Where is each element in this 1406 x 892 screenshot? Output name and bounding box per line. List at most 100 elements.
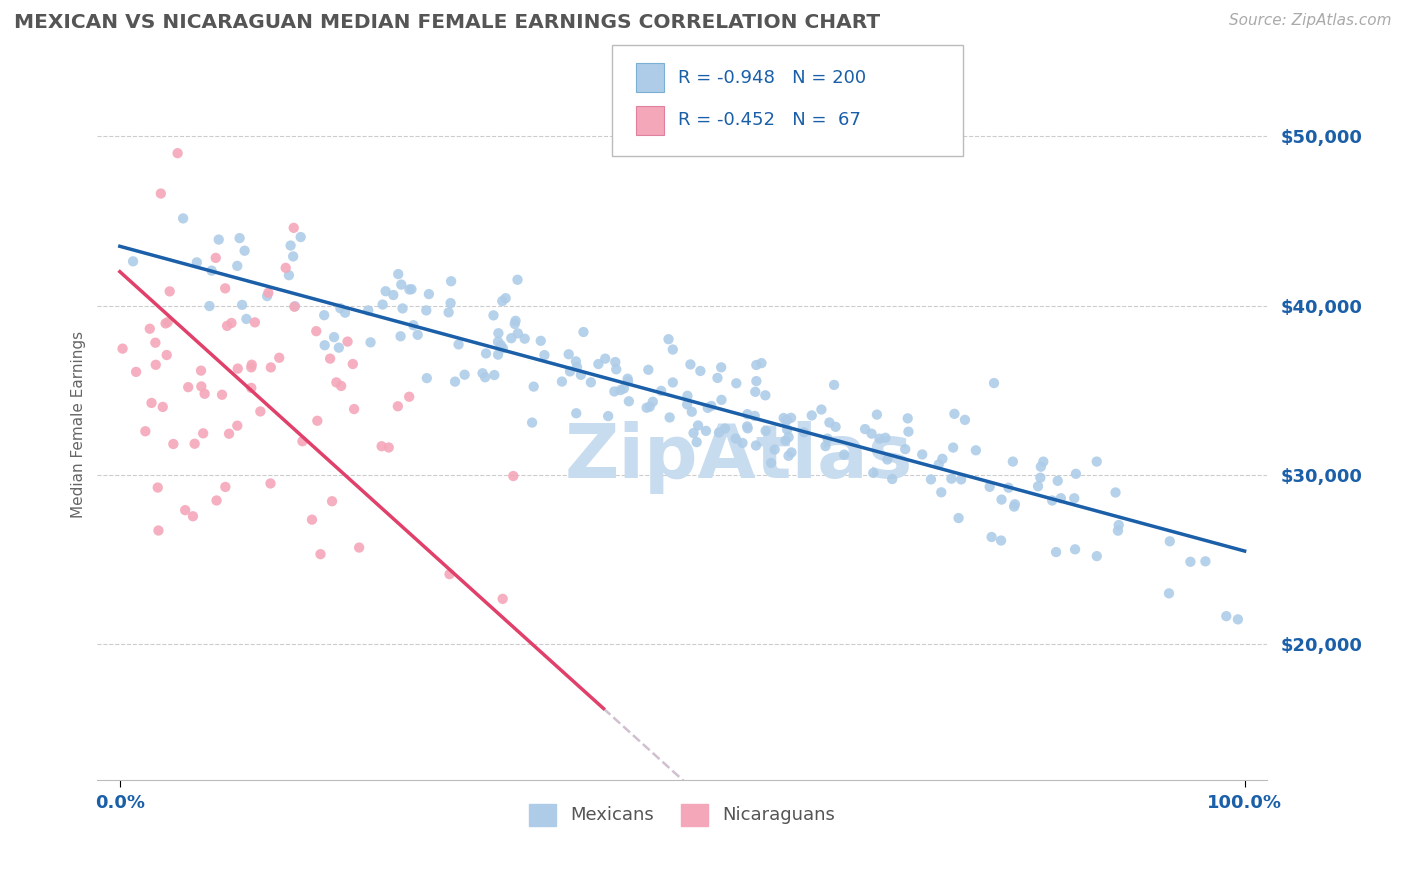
- Point: [866, 408, 889, 422]
- Point: [860, 426, 883, 441]
- Point: [1001, 454, 1024, 468]
- Point: [141, 396, 163, 410]
- Point: [166, 146, 188, 161]
- Point: [928, 458, 950, 472]
- Point: [1032, 455, 1054, 469]
- Point: [190, 379, 212, 393]
- Point: [920, 472, 942, 486]
- Point: [177, 380, 200, 394]
- Point: [775, 413, 797, 427]
- Point: [565, 406, 588, 420]
- Point: [398, 283, 420, 297]
- Point: [772, 411, 794, 425]
- Point: [818, 416, 841, 430]
- Point: [336, 334, 359, 349]
- Point: [152, 400, 174, 414]
- Point: [565, 354, 588, 368]
- Point: [145, 335, 167, 350]
- Point: [869, 432, 891, 446]
- Point: [685, 435, 707, 450]
- Point: [1108, 518, 1130, 533]
- Point: [231, 298, 253, 312]
- Point: [204, 251, 226, 265]
- Point: [593, 351, 616, 366]
- Point: [406, 327, 429, 342]
- Point: [696, 401, 718, 415]
- Point: [745, 438, 768, 452]
- Point: [617, 374, 640, 388]
- Point: [506, 326, 529, 341]
- Point: [226, 259, 249, 273]
- Text: R = -0.948   N = 200: R = -0.948 N = 200: [678, 69, 866, 87]
- Point: [832, 448, 855, 462]
- Point: [257, 285, 280, 300]
- Point: [1046, 474, 1069, 488]
- Point: [290, 230, 312, 244]
- Point: [737, 421, 759, 435]
- Point: [502, 469, 524, 483]
- Point: [1107, 524, 1129, 538]
- Point: [374, 284, 396, 298]
- Point: [929, 485, 952, 500]
- Point: [1002, 500, 1025, 514]
- Point: [744, 409, 766, 423]
- Point: [347, 541, 370, 555]
- Point: [616, 372, 638, 386]
- Point: [1085, 549, 1108, 563]
- Point: [387, 399, 409, 413]
- Point: [942, 441, 965, 455]
- Point: [876, 452, 898, 467]
- Point: [330, 379, 353, 393]
- Point: [676, 389, 699, 403]
- Point: [800, 409, 823, 423]
- Point: [636, 401, 658, 415]
- Point: [284, 299, 307, 313]
- Point: [658, 410, 681, 425]
- Point: [1104, 485, 1126, 500]
- Point: [810, 402, 832, 417]
- Point: [965, 443, 987, 458]
- Point: [558, 364, 581, 378]
- Point: [990, 492, 1012, 507]
- Point: [194, 386, 217, 401]
- Point: [453, 368, 475, 382]
- Point: [679, 358, 702, 372]
- Point: [1064, 542, 1087, 557]
- Point: [323, 330, 346, 344]
- Point: [617, 394, 640, 409]
- Point: [486, 326, 509, 341]
- Point: [145, 358, 167, 372]
- Point: [588, 357, 610, 371]
- Point: [824, 419, 846, 434]
- Point: [1040, 493, 1063, 508]
- Point: [418, 287, 440, 301]
- Point: [700, 399, 723, 413]
- Point: [146, 481, 169, 495]
- Point: [793, 425, 815, 440]
- Point: [495, 291, 517, 305]
- Point: [1029, 471, 1052, 485]
- Point: [637, 363, 659, 377]
- Point: [277, 268, 299, 283]
- Point: [657, 332, 679, 346]
- Point: [183, 436, 205, 450]
- Point: [775, 434, 797, 448]
- Point: [402, 318, 425, 333]
- Point: [321, 494, 343, 508]
- Point: [226, 418, 249, 433]
- Point: [377, 441, 399, 455]
- Text: R = -0.452   N =  67: R = -0.452 N = 67: [678, 112, 860, 129]
- Point: [1050, 491, 1073, 506]
- Point: [228, 231, 250, 245]
- Point: [174, 503, 197, 517]
- Point: [134, 424, 156, 438]
- Point: [440, 274, 463, 288]
- Point: [201, 263, 224, 277]
- Point: [198, 299, 221, 313]
- Point: [301, 513, 323, 527]
- Point: [1045, 545, 1067, 559]
- Point: [319, 351, 342, 366]
- Point: [280, 238, 302, 252]
- Point: [447, 337, 470, 351]
- Point: [776, 413, 799, 427]
